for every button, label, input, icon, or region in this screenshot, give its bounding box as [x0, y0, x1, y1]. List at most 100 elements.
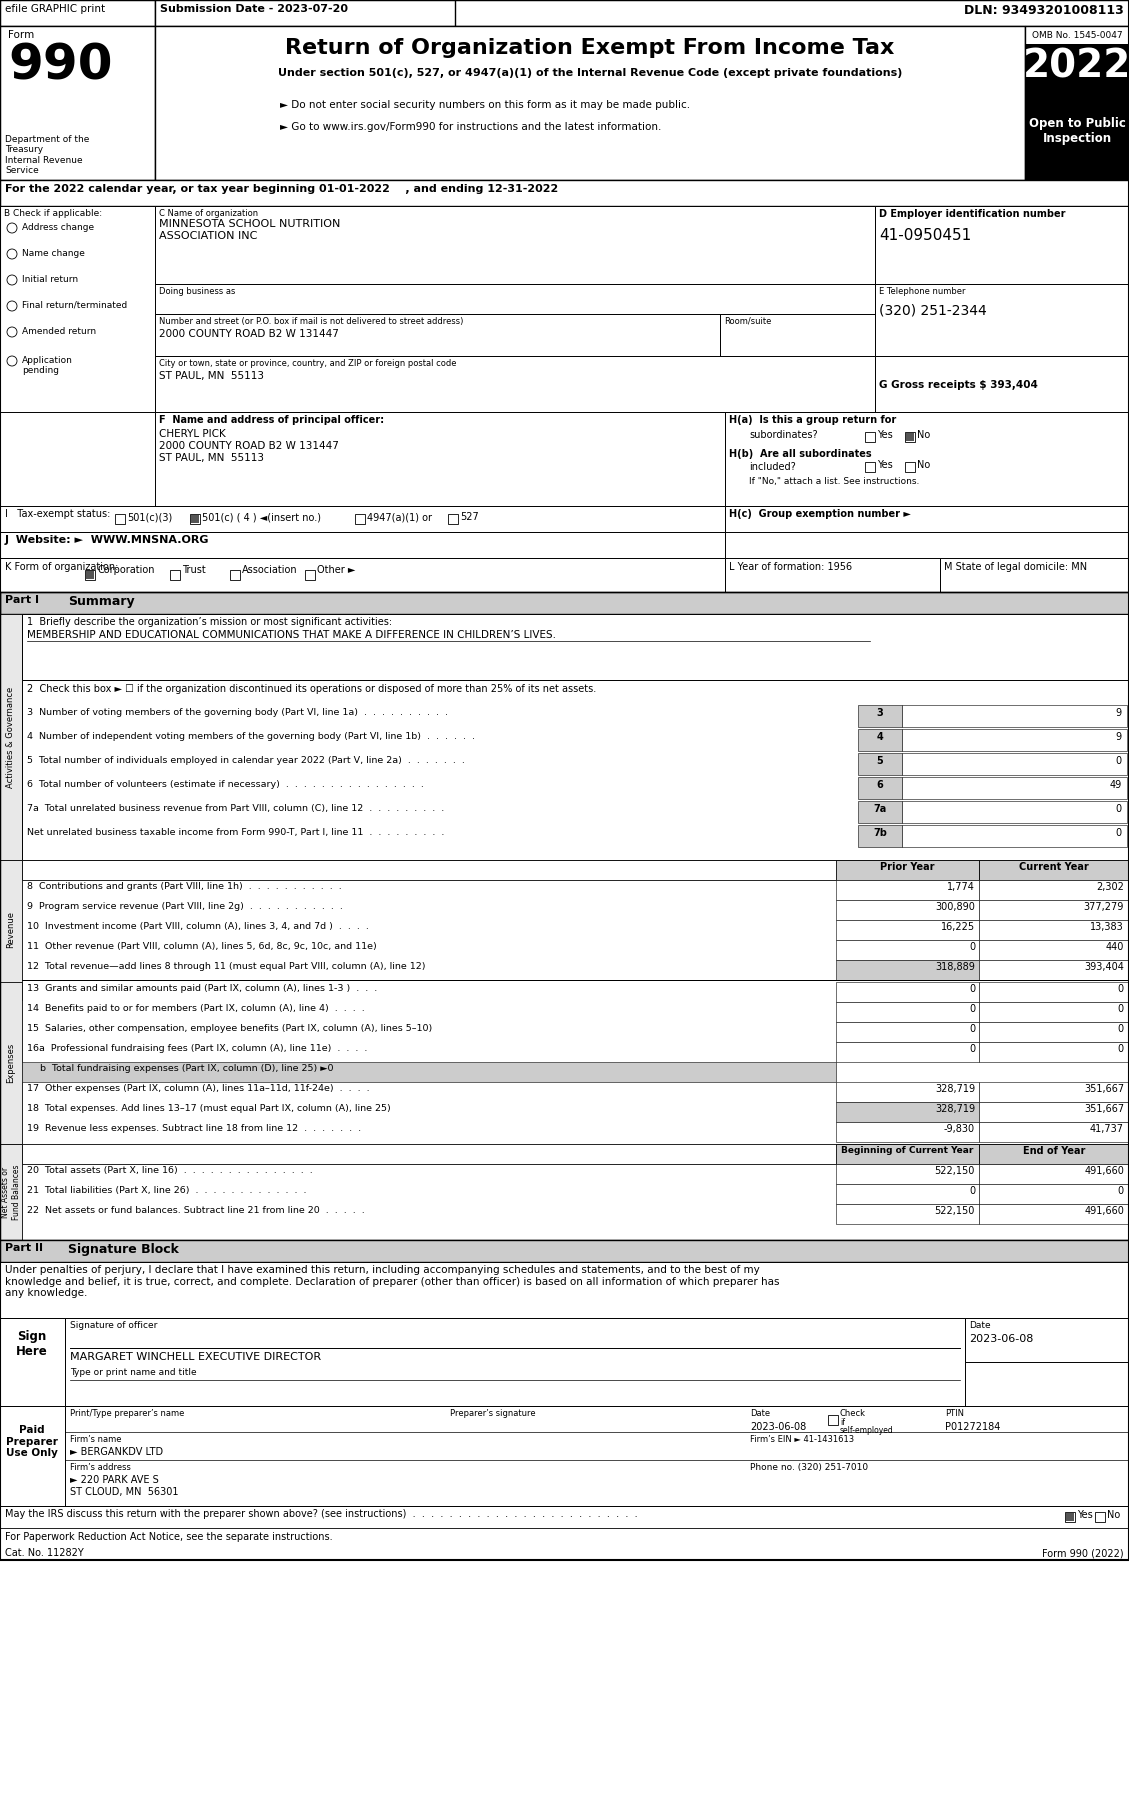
- Text: 2000 COUNTY ROAD B2 W 131447: 2000 COUNTY ROAD B2 W 131447: [159, 441, 339, 452]
- Bar: [155, 207, 875, 285]
- Bar: [725, 412, 1129, 506]
- Bar: [21, 680, 1129, 860]
- Text: b  Total fundraising expenses (Part IX, column (D), line 25) ►0: b Total fundraising expenses (Part IX, c…: [40, 1065, 333, 1074]
- Text: 393,404: 393,404: [1084, 961, 1124, 972]
- Bar: [835, 960, 979, 980]
- Bar: [115, 513, 125, 524]
- Bar: [979, 981, 1129, 1001]
- Bar: [858, 802, 902, 824]
- Text: H(c)  Group exemption number ►: H(c) Group exemption number ►: [729, 510, 911, 519]
- Text: Expenses: Expenses: [7, 1043, 16, 1083]
- Text: 522,150: 522,150: [935, 1206, 975, 1215]
- Text: 0: 0: [1118, 1023, 1124, 1034]
- Text: B Check if applicable:: B Check if applicable:: [5, 209, 102, 218]
- Circle shape: [7, 223, 17, 232]
- Text: 0: 0: [1118, 1045, 1124, 1054]
- Text: 4  Number of independent voting members of the governing body (Part VI, line 1b): 4 Number of independent voting members o…: [27, 733, 475, 740]
- Bar: [1065, 1513, 1075, 1522]
- Text: 9  Program service revenue (Part VIII, line 2g)  .  .  .  .  .  .  .  .  .  .  .: 9 Program service revenue (Part VIII, li…: [27, 902, 343, 911]
- Bar: [979, 1204, 1129, 1224]
- Text: Prior Year: Prior Year: [879, 862, 935, 873]
- Text: Corporation: Corporation: [97, 564, 155, 575]
- Text: Trust: Trust: [182, 564, 205, 575]
- Text: City or town, state or province, country, and ZIP or foreign postal code: City or town, state or province, country…: [159, 359, 456, 368]
- Text: 10  Investment income (Part VIII, column (A), lines 3, 4, and 7d )  .  .  .  .: 10 Investment income (Part VIII, column …: [27, 922, 369, 931]
- Text: 501(c) ( 4 ) ◄(insert no.): 501(c) ( 4 ) ◄(insert no.): [202, 512, 321, 522]
- Bar: [979, 920, 1129, 940]
- Bar: [835, 1145, 979, 1165]
- Text: DLN: 93493201008113: DLN: 93493201008113: [964, 4, 1124, 16]
- Bar: [865, 432, 875, 443]
- Text: End of Year: End of Year: [1023, 1146, 1085, 1156]
- Bar: [170, 570, 180, 580]
- Bar: [0, 591, 1129, 1241]
- Text: 1,774: 1,774: [947, 882, 975, 892]
- Text: E Telephone number: E Telephone number: [879, 287, 965, 296]
- Bar: [65, 1319, 965, 1406]
- Text: 990: 990: [8, 42, 113, 91]
- Bar: [305, 570, 315, 580]
- Bar: [0, 207, 155, 412]
- Bar: [875, 207, 1129, 285]
- Text: 41-0950451: 41-0950451: [879, 229, 971, 243]
- Bar: [0, 0, 1129, 25]
- Bar: [902, 753, 1127, 775]
- Bar: [725, 559, 940, 591]
- Bar: [21, 1145, 1129, 1165]
- Text: Paid
Preparer
Use Only: Paid Preparer Use Only: [6, 1426, 58, 1458]
- Text: Signature Block: Signature Block: [68, 1243, 178, 1255]
- Text: 527: 527: [460, 512, 479, 522]
- Text: 7a  Total unrelated business revenue from Part VIII, column (C), line 12  .  .  : 7a Total unrelated business revenue from…: [27, 804, 444, 813]
- Text: 328,719: 328,719: [935, 1085, 975, 1094]
- Text: For Paperwork Reduction Act Notice, see the separate instructions.: For Paperwork Reduction Act Notice, see …: [5, 1533, 333, 1542]
- Text: 13  Grants and similar amounts paid (Part IX, column (A), lines 1-3 )  .  .  .: 13 Grants and similar amounts paid (Part…: [27, 983, 377, 992]
- Text: OMB No. 1545-0047: OMB No. 1545-0047: [1032, 31, 1122, 40]
- Bar: [0, 0, 1129, 1560]
- Bar: [875, 356, 1129, 412]
- Text: 16a  Professional fundraising fees (Part IX, column (A), line 11e)  .  .  .  .: 16a Professional fundraising fees (Part …: [27, 1045, 367, 1052]
- Text: Under penalties of perjury, I declare that I have examined this return, includin: Under penalties of perjury, I declare th…: [5, 1264, 779, 1299]
- Bar: [979, 1041, 1129, 1061]
- Text: Address change: Address change: [21, 223, 94, 232]
- Text: 0: 0: [969, 1023, 975, 1034]
- Bar: [230, 570, 240, 580]
- Text: 491,660: 491,660: [1084, 1206, 1124, 1215]
- Bar: [155, 356, 875, 412]
- Text: May the IRS discuss this return with the preparer shown above? (see instructions: May the IRS discuss this return with the…: [5, 1509, 638, 1518]
- Text: 11  Other revenue (Part VIII, column (A), lines 5, 6d, 8c, 9c, 10c, and 11e): 11 Other revenue (Part VIII, column (A),…: [27, 941, 377, 951]
- Text: 5  Total number of individuals employed in calendar year 2022 (Part V, line 2a) : 5 Total number of individuals employed i…: [27, 756, 465, 766]
- Text: if: if: [840, 1419, 844, 1428]
- Bar: [902, 802, 1127, 824]
- Text: Yes: Yes: [1077, 1509, 1093, 1520]
- Text: No: No: [917, 461, 930, 470]
- Bar: [979, 1081, 1129, 1101]
- Text: Revenue: Revenue: [7, 911, 16, 949]
- Bar: [0, 1506, 1129, 1527]
- Text: subordinates?: subordinates?: [749, 430, 817, 441]
- Text: 0: 0: [1118, 1186, 1124, 1195]
- Text: 0: 0: [1115, 756, 1122, 766]
- Bar: [155, 314, 720, 356]
- Circle shape: [7, 356, 17, 366]
- Text: 4947(a)(1) or: 4947(a)(1) or: [367, 512, 432, 522]
- Text: Form: Form: [8, 31, 34, 40]
- Bar: [21, 860, 1129, 880]
- Text: Room/suite: Room/suite: [724, 317, 771, 327]
- Text: Submission Date - 2023-07-20: Submission Date - 2023-07-20: [160, 4, 348, 15]
- Text: 1  Briefly describe the organization’s mission or most significant activities:: 1 Briefly describe the organization’s mi…: [27, 617, 392, 628]
- Bar: [835, 860, 979, 880]
- Text: Final return/terminated: Final return/terminated: [21, 301, 128, 310]
- Bar: [979, 1001, 1129, 1021]
- Text: 0: 0: [969, 1186, 975, 1195]
- Bar: [858, 825, 902, 847]
- Bar: [835, 1101, 979, 1123]
- Bar: [965, 1319, 1129, 1362]
- Bar: [979, 900, 1129, 920]
- Bar: [940, 559, 1129, 591]
- Text: 2023-06-08: 2023-06-08: [750, 1422, 806, 1431]
- Text: 501(c)(3): 501(c)(3): [126, 512, 173, 522]
- Text: Net Assets or
Fund Balances: Net Assets or Fund Balances: [1, 1165, 20, 1219]
- Bar: [0, 180, 1129, 207]
- Text: PTIN: PTIN: [945, 1409, 964, 1419]
- Text: Date: Date: [969, 1321, 990, 1330]
